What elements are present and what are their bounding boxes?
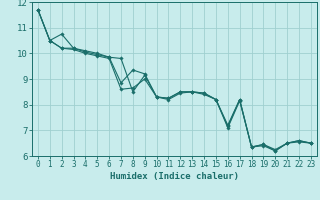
X-axis label: Humidex (Indice chaleur): Humidex (Indice chaleur) <box>110 172 239 181</box>
